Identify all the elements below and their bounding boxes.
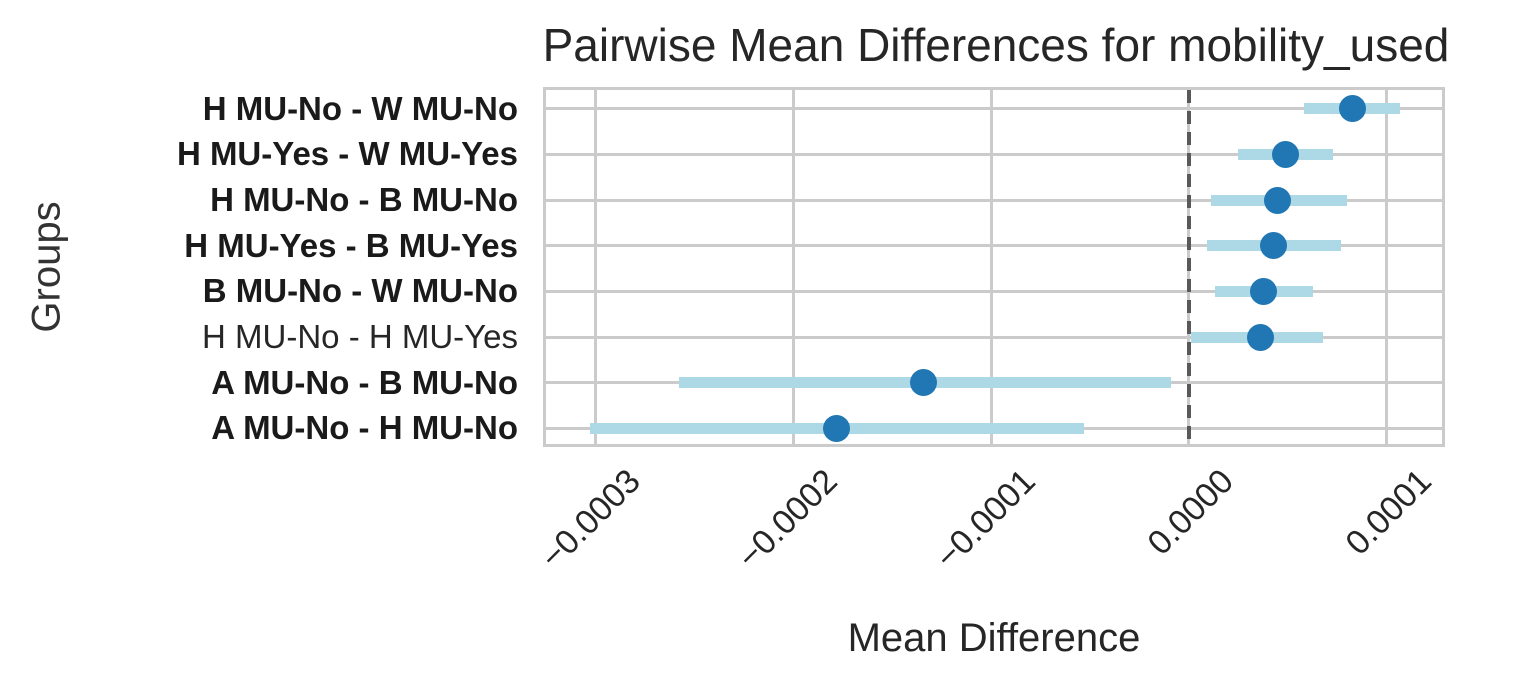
y-tick-label: H MU-No - B MU-No: [210, 181, 518, 219]
y-tick-label: B MU-No - W MU-No: [202, 272, 518, 310]
y-axis-label: Groups: [24, 201, 69, 333]
y-tick-label: H MU-Yes - W MU-Yes: [176, 135, 518, 173]
gridline-horizontal: [546, 335, 1442, 339]
x-tick-label: 0.0000: [1140, 462, 1241, 563]
gridline-horizontal: [546, 152, 1442, 156]
x-axis-label: Mean Difference: [847, 616, 1141, 660]
mean-dot: [1260, 232, 1288, 260]
gridline-horizontal: [546, 198, 1442, 202]
plot-area: [546, 90, 1442, 444]
mean-dot: [823, 414, 851, 442]
y-tick-label: H MU-No - H MU-Yes: [202, 318, 518, 355]
x-tick-label: −0.0002: [730, 462, 846, 577]
gridline-horizontal: [546, 107, 1442, 111]
gridline-horizontal: [546, 244, 1442, 248]
mean-dot: [910, 369, 938, 397]
x-tick-label: −0.0001: [928, 462, 1043, 577]
gridline-vertical: [593, 90, 597, 444]
mean-dot: [1339, 95, 1367, 123]
y-tick-label: H MU-No - W MU-No: [202, 89, 518, 127]
gridline-horizontal: [546, 289, 1442, 293]
y-tick-label: H MU-Yes - B MU-Yes: [184, 226, 518, 264]
gridline-vertical: [989, 90, 993, 444]
gridline-vertical: [1385, 90, 1389, 444]
mean-dot: [1250, 277, 1278, 305]
x-tick-label: −0.0003: [532, 462, 648, 577]
zero-reference-line: [1186, 90, 1191, 444]
mean-dot: [1264, 186, 1292, 214]
y-tick-label: A MU-No - H MU-No: [211, 409, 518, 447]
mean-dot: [1272, 140, 1300, 168]
x-tick-label: 0.0001: [1338, 462, 1439, 563]
chart-title: Pairwise Mean Differences for mobility_u…: [542, 19, 1450, 71]
mean-dot: [1246, 323, 1274, 351]
y-tick-label: A MU-No - B MU-No: [211, 363, 518, 401]
gridline-vertical: [791, 90, 795, 444]
